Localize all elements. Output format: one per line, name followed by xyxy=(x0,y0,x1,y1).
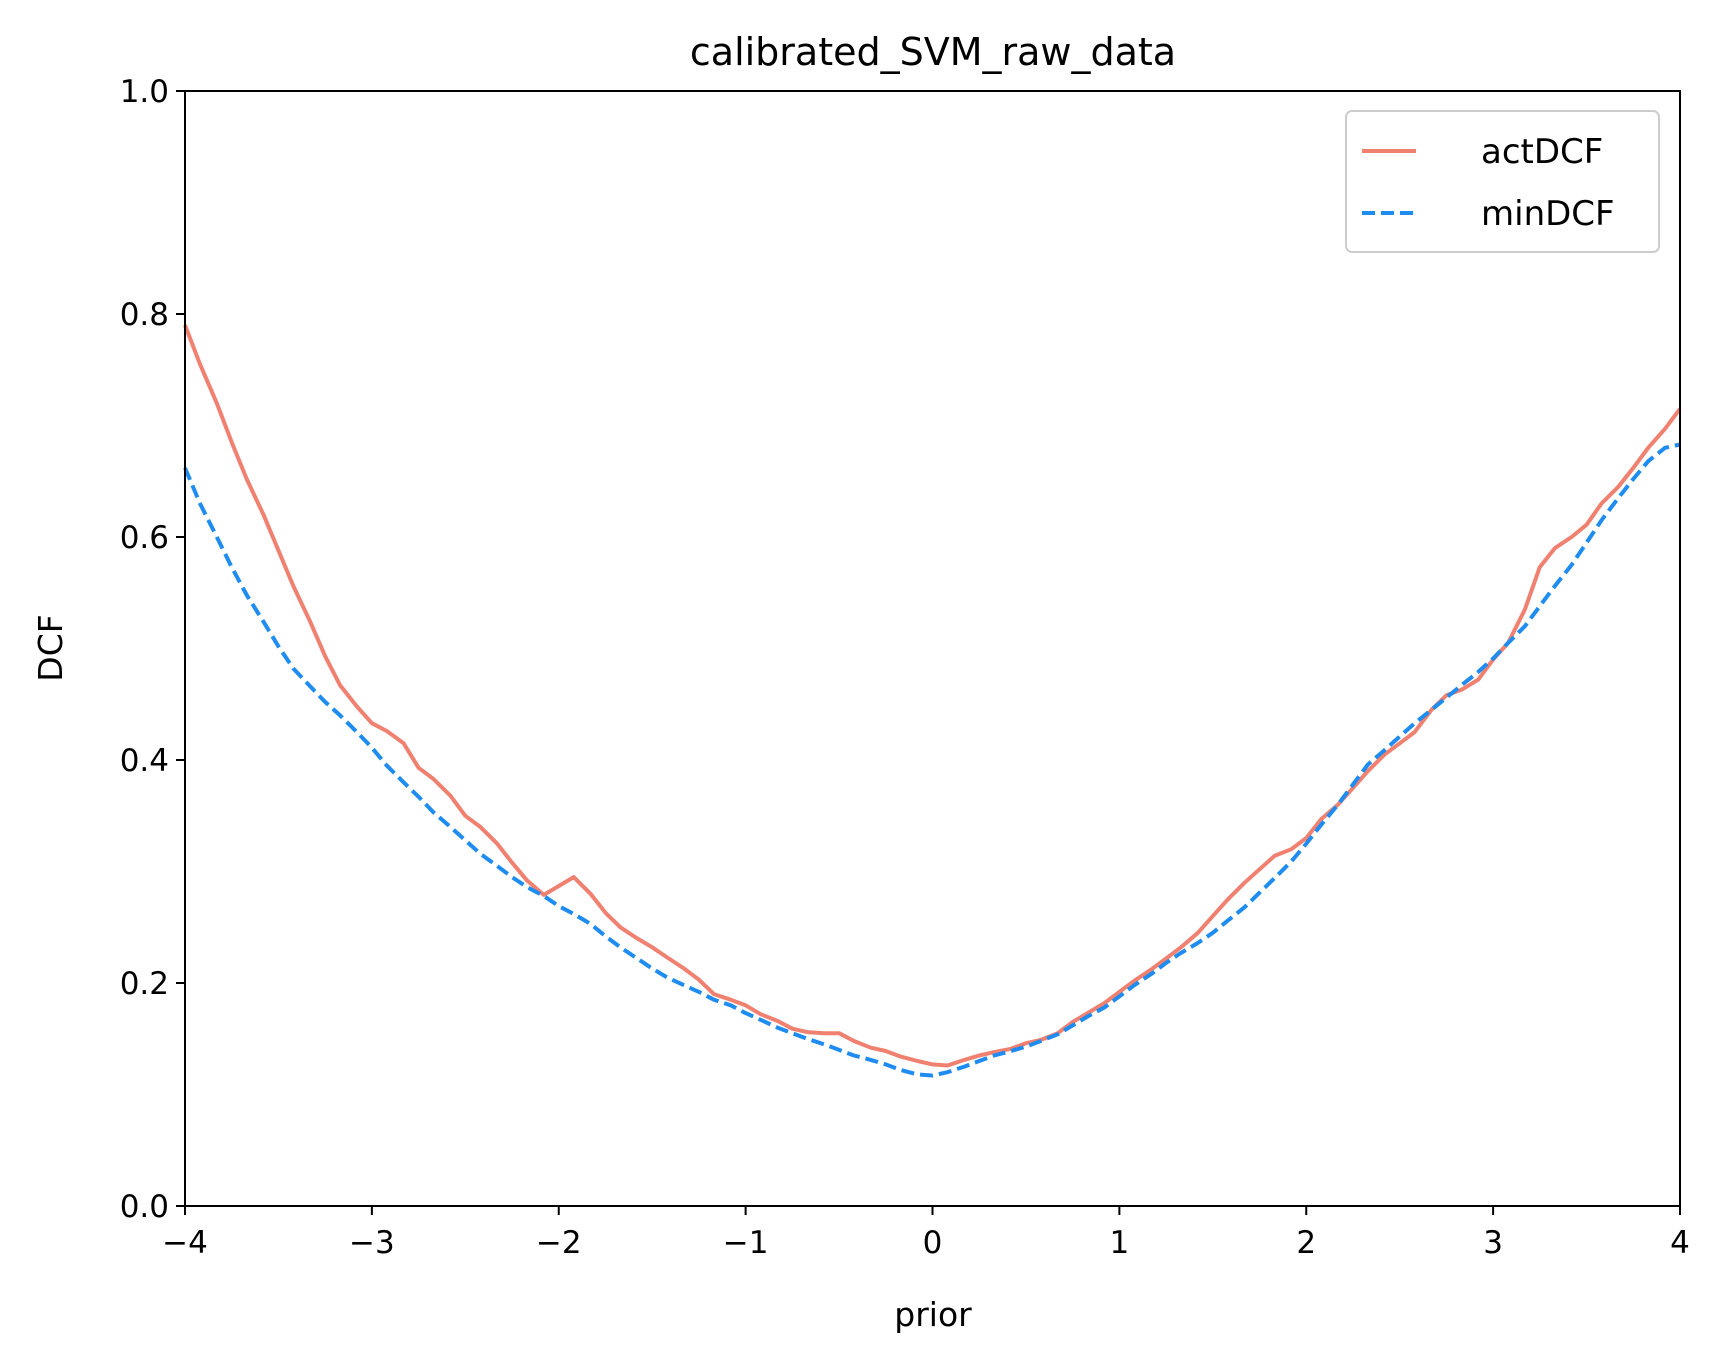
x-tick-label: −3 xyxy=(349,1225,395,1261)
series-line-actdcf xyxy=(183,324,1682,1068)
legend: actDCF minDCF xyxy=(1345,110,1660,253)
x-tick-label: 3 xyxy=(1483,1225,1503,1261)
y-tick-label: 0.4 xyxy=(120,743,169,779)
legend-label-actdcf: actDCF xyxy=(1481,132,1603,172)
x-axis-label: prior xyxy=(894,1295,972,1334)
series-line-mindcf xyxy=(183,442,1681,1078)
y-tick-label: 0.2 xyxy=(120,966,169,1002)
y-tick-label: 0.8 xyxy=(120,297,169,333)
y-axis-label: DCF xyxy=(31,614,70,681)
chart-title: calibrated_SVM_raw_data xyxy=(690,30,1176,74)
x-axis: −4 −3 −2 −1 0 1 2 3 4 xyxy=(162,1206,1690,1261)
x-tick-label: 4 xyxy=(1670,1225,1690,1261)
y-tick-label: 1.0 xyxy=(120,74,169,110)
x-tick-label: −1 xyxy=(723,1225,769,1261)
legend-label-mindcf: minDCF xyxy=(1481,194,1615,234)
x-tick-label: 1 xyxy=(1110,1225,1130,1261)
x-tick-label: −4 xyxy=(162,1225,208,1261)
x-tick-label: 2 xyxy=(1296,1225,1316,1261)
y-tick-label: 0.0 xyxy=(120,1189,169,1225)
x-tick-label: −2 xyxy=(536,1225,582,1261)
legend-box xyxy=(1345,110,1660,253)
y-axis: 0.0 0.2 0.4 0.6 0.8 1.0 xyxy=(120,74,185,1225)
x-tick-label: 0 xyxy=(923,1225,943,1261)
y-tick-label: 0.6 xyxy=(120,520,169,556)
series-layer xyxy=(183,324,1682,1078)
